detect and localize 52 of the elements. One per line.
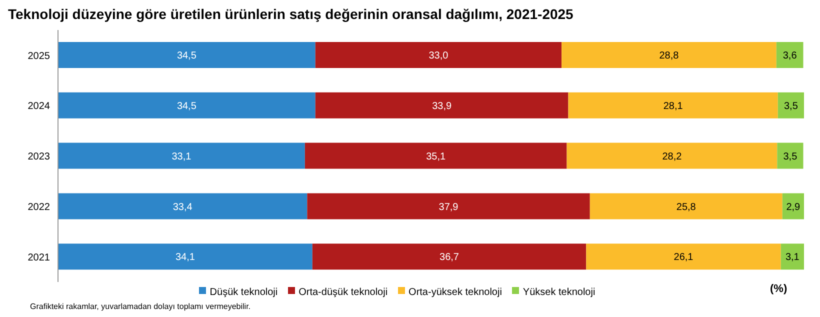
- legend-label: Orta-yüksek teknoloji: [408, 287, 502, 298]
- data-label: 33,4: [172, 202, 193, 213]
- legend-label: Orta-düşük teknoloji: [298, 287, 388, 298]
- bar: [566, 142, 778, 169]
- legend-label: Yüksek teknoloji: [522, 287, 596, 298]
- text: Grafikteki rakamlar, yuvarlamadan dolayı toplamı vermeyebilir.: [30, 302, 251, 311]
- data-label: 36,7: [440, 252, 460, 264]
- data-label: 34,1: [175, 252, 196, 264]
- data-label: 28,1: [663, 100, 684, 112]
- data-label: 28,8: [659, 50, 680, 62]
- data-label: 3,6: [782, 50, 798, 62]
- data-label: 37,9: [438, 202, 459, 213]
- data-label: 34,5: [176, 50, 197, 62]
- data-label: 33,0: [428, 50, 449, 62]
- bar: [58, 142, 305, 169]
- data-label: 35,1: [426, 151, 446, 162]
- bar: [315, 92, 568, 118]
- data-label: 28,2: [662, 151, 682, 162]
- y-tick-label: 2023: [28, 152, 50, 163]
- bar: [777, 142, 804, 169]
- data-label: 33,9: [432, 100, 452, 112]
- y-tick-label: 2021: [28, 252, 50, 264]
- bar: [782, 193, 804, 220]
- bar: [304, 142, 567, 169]
- bar: [315, 42, 562, 68]
- bar: [780, 244, 804, 270]
- data-label: 3,1: [785, 252, 800, 264]
- data-label: 2,9: [786, 202, 801, 213]
- bar: [568, 92, 778, 118]
- chart-title: Teknoloji düzeyine göre üretilen ürünlerin satış değerinin oransal dağılımı, 2021-2025: [8, 6, 574, 22]
- bar: [778, 92, 804, 118]
- text: (%): [770, 283, 788, 295]
- data-label: 26,1: [674, 252, 694, 264]
- data-label: 3,5: [783, 151, 798, 162]
- bar: [58, 42, 316, 68]
- bar: [776, 42, 804, 68]
- bar: [58, 244, 312, 270]
- bar: [562, 42, 776, 68]
- legend-label: Düşük teknoloji: [210, 287, 278, 298]
- bar: [312, 244, 586, 270]
- y-tick-label: 2025: [28, 50, 50, 62]
- data-label: 25,8: [676, 202, 696, 213]
- bar: [590, 193, 782, 220]
- y-tick-label: 2022: [28, 202, 50, 213]
- bar: [307, 193, 590, 220]
- data-label: 3,5: [784, 100, 798, 112]
- y-tick-label: 2024: [28, 101, 50, 112]
- data-label: 33,1: [172, 151, 192, 162]
- bar: [58, 193, 308, 220]
- data-label: 34,5: [176, 100, 197, 112]
- bar: [58, 92, 316, 118]
- bar: [586, 244, 781, 270]
